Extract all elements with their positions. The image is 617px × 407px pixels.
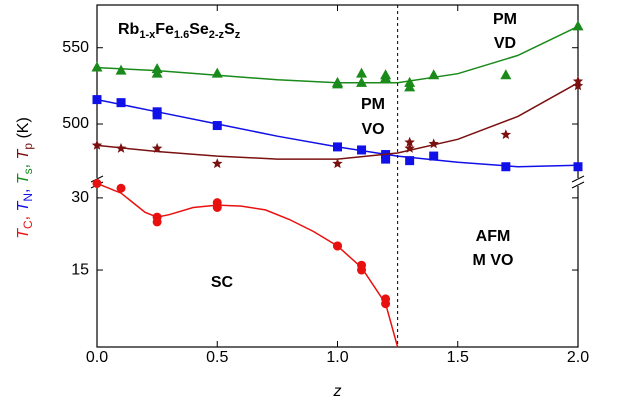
annotation: SC [211,274,234,291]
y-label-part: T [15,148,32,159]
data-point [404,142,415,153]
formula-subscript: 1.6 [174,29,189,41]
annotation: VO [361,121,384,138]
y-label-part: , [15,184,32,193]
formula-part: Fe [155,21,174,38]
x-tick-label: 0.0 [86,349,108,366]
y-label-part: T [15,228,32,239]
formula: Rb1-x​Fe1.6​Se2-z​Sz​ [118,21,241,41]
data-point [381,154,391,164]
y-label-subscript: s [21,168,35,174]
data-point [404,136,415,147]
y-label-subscript: N [21,193,35,202]
fit-line [96,82,579,160]
data-point [572,80,584,91]
data-point [356,76,368,87]
data-point [151,142,163,153]
y-axis-label: TC​, TN​, Ts​, Tp​ (K) [15,117,35,239]
data-point [116,183,126,193]
x-tick-label: 0.5 [206,349,228,366]
y-label-part: (K) [15,117,32,143]
formula-subscript: 1-x [139,29,156,41]
data-point [91,139,103,150]
y-label-part: T [15,200,32,211]
y-label-subscript: C [21,220,35,229]
data-point [212,202,222,212]
annotation: PM [361,96,385,113]
data-point [151,67,163,78]
y-label-subscript: p [21,143,35,150]
y-tick-label: 15 [71,261,89,278]
axis-break-gap [576,178,580,186]
annotation: VD [494,35,516,52]
plot-frame [96,4,579,348]
annotation: AFM [476,228,511,245]
y-label-part: T [15,173,32,184]
data-point [115,64,127,75]
data-point [573,162,583,172]
data-point [152,110,162,120]
x-tick-label: 1.5 [447,349,469,366]
annotation: M VO [473,252,514,269]
data-point [332,158,343,169]
data-point [500,129,512,140]
y-tick-label: 550 [62,39,89,56]
data-point [212,121,222,131]
axis-break [571,181,585,189]
data-point [116,98,126,108]
annotation: PM [493,11,517,28]
fit-line [96,98,579,168]
formula-part: Rb [118,21,140,38]
data-point [356,67,368,78]
fit-line [96,182,399,348]
data-point [91,61,103,72]
x-tick-label: 1.0 [326,349,348,366]
formula-subscript: 2-z [209,29,225,41]
y-tick-label: 30 [71,189,89,206]
data-point [500,69,512,80]
x-tick-label: 2.0 [567,349,589,366]
y-label-part: , [15,159,32,168]
data-point [428,138,439,149]
fit-line [96,25,579,84]
formula-part: S [224,21,235,38]
y-tick-label: 500 [62,115,89,132]
data-point [380,72,392,83]
data-point [357,265,367,275]
data-point [404,81,416,92]
data-point [501,162,511,172]
x-axis-label: z [333,383,342,400]
data-point [429,151,439,161]
data-point [152,217,162,227]
y-label-part: , [15,211,32,220]
formula-part: Se [189,21,209,38]
data-point [405,156,415,166]
axis-break [571,175,585,183]
formula-subscript: z [235,29,241,41]
data-point [212,158,223,169]
